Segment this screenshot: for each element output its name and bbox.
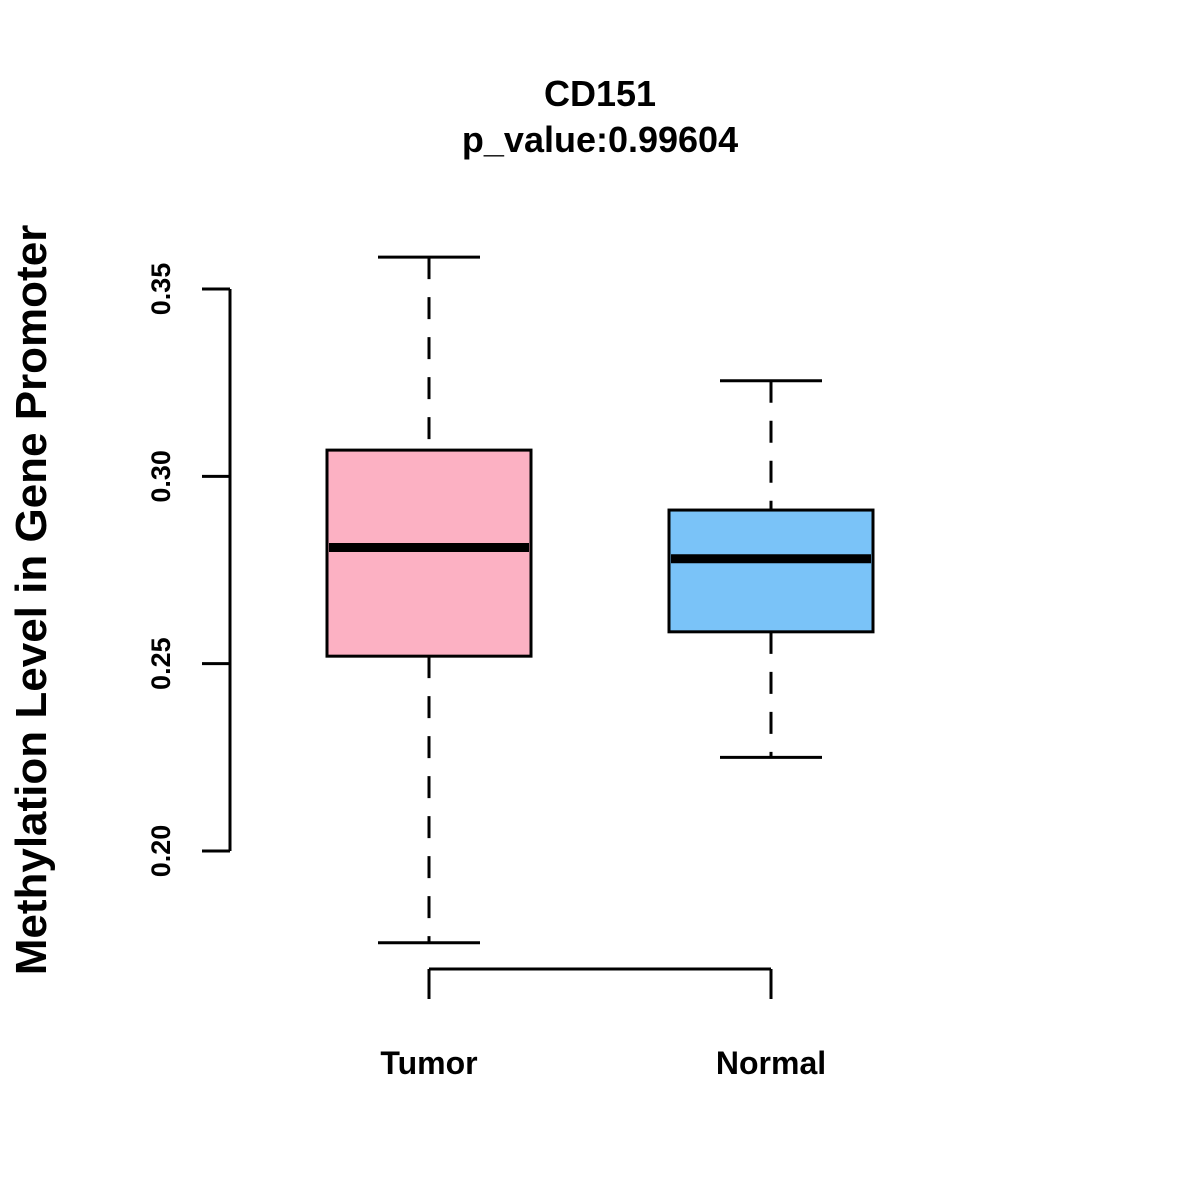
x-axis: Tumor Normal (380, 967, 826, 1081)
x-tick-label: Normal (716, 1045, 826, 1081)
y-tick-label: 0.35 (146, 263, 176, 316)
y-axis: 0.20 0.25 0.30 0.35 (146, 263, 232, 878)
box-group-layer (325, 255, 875, 945)
x-tick-label: Tumor (380, 1045, 477, 1081)
iqr-box (667, 508, 875, 634)
y-tick-label: 0.30 (146, 450, 176, 503)
y-tick-label: 0.20 (146, 825, 176, 878)
box-group-normal (667, 379, 875, 759)
box-group-tumor (325, 255, 533, 945)
chart-title: CD151 (544, 73, 656, 114)
y-tick-label: 0.25 (146, 637, 176, 690)
chart-subtitle: p_value:0.99604 (462, 119, 738, 160)
iqr-box (325, 448, 533, 658)
y-axis-label: Methylation Level in Gene Promoter (7, 225, 56, 976)
